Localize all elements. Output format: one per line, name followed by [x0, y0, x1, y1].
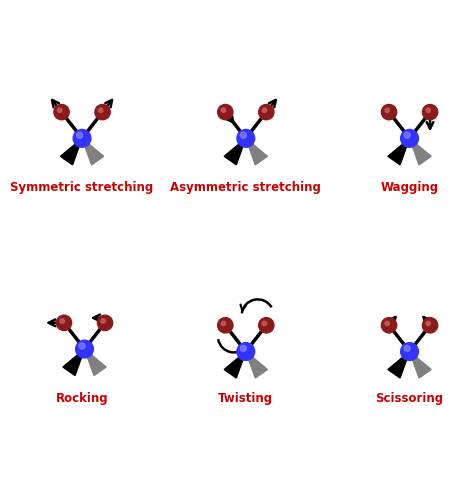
Circle shape — [385, 321, 390, 325]
Circle shape — [382, 105, 397, 120]
Circle shape — [218, 105, 233, 120]
Circle shape — [262, 321, 267, 325]
Circle shape — [240, 132, 246, 138]
Circle shape — [426, 321, 430, 325]
Circle shape — [401, 130, 419, 147]
Circle shape — [404, 345, 410, 351]
Polygon shape — [82, 138, 104, 165]
Circle shape — [401, 343, 419, 360]
Polygon shape — [246, 138, 267, 165]
Circle shape — [79, 343, 85, 349]
Circle shape — [237, 343, 255, 360]
Text: Asymmetric stretching: Asymmetric stretching — [170, 181, 321, 194]
Polygon shape — [388, 138, 410, 165]
Circle shape — [99, 108, 103, 112]
Text: Rocking: Rocking — [56, 392, 109, 405]
Polygon shape — [84, 349, 106, 375]
Circle shape — [76, 132, 82, 138]
Circle shape — [54, 105, 69, 120]
Circle shape — [240, 345, 246, 351]
Circle shape — [385, 108, 390, 112]
Circle shape — [422, 318, 438, 333]
Circle shape — [221, 108, 226, 112]
Polygon shape — [224, 138, 246, 165]
Circle shape — [60, 319, 64, 323]
Polygon shape — [63, 349, 84, 375]
Polygon shape — [410, 351, 431, 378]
Polygon shape — [388, 351, 410, 378]
Circle shape — [97, 315, 113, 330]
Circle shape — [218, 318, 233, 333]
Polygon shape — [224, 351, 246, 378]
Text: Twisting: Twisting — [218, 392, 273, 405]
Circle shape — [57, 108, 62, 112]
Circle shape — [422, 105, 438, 120]
Circle shape — [76, 340, 93, 358]
Text: Wagging: Wagging — [381, 181, 438, 194]
Polygon shape — [60, 138, 82, 165]
Circle shape — [259, 318, 274, 333]
Circle shape — [259, 105, 274, 120]
Circle shape — [73, 130, 91, 147]
Text: Scissoring: Scissoring — [375, 392, 444, 405]
Circle shape — [56, 315, 72, 330]
Circle shape — [426, 108, 430, 112]
Text: Symmetric stretching: Symmetric stretching — [10, 181, 154, 194]
Circle shape — [382, 318, 397, 333]
Polygon shape — [246, 351, 267, 378]
Circle shape — [237, 130, 255, 147]
Circle shape — [404, 132, 410, 138]
Circle shape — [101, 319, 105, 323]
Circle shape — [262, 108, 267, 112]
Circle shape — [221, 321, 226, 325]
Circle shape — [95, 105, 110, 120]
Polygon shape — [410, 138, 431, 165]
